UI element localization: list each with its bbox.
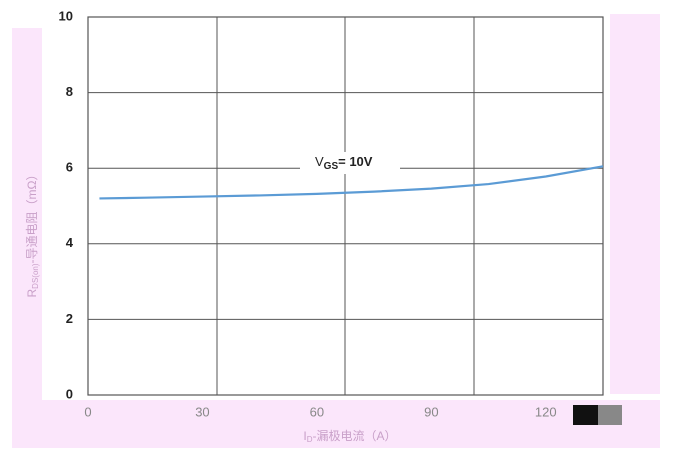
y-tick-label: 6 [66, 160, 73, 175]
x-label-band [12, 400, 660, 448]
y-label-rest: -导通电阻（mΩ） [25, 169, 39, 264]
x-label-rest: -漏极电流（A） [313, 429, 397, 443]
y-tick-label: 10 [59, 8, 73, 23]
annotation-rest: = 10V [338, 154, 373, 169]
annotation-main: V [315, 154, 324, 169]
annotation-bg [300, 152, 400, 174]
vertical-grid [216, 17, 475, 395]
block [598, 405, 622, 425]
x-tick-label: 120 [535, 404, 557, 419]
right-band [610, 14, 660, 394]
y-tick-label: 0 [66, 386, 73, 401]
x-label-sub: D [307, 435, 313, 444]
y-tick-label: 4 [66, 235, 74, 250]
y-label-main: R [25, 288, 39, 297]
line-series [99, 165, 604, 200]
x-tick-label: 30 [195, 404, 209, 419]
annotation: VGS= 10V [315, 154, 373, 171]
y-axis-label: RDS(on)-导通电阻（mΩ） [25, 169, 40, 298]
y-tick-label: 8 [66, 84, 73, 99]
x-tick-label: 90 [424, 404, 438, 419]
y-tick-label: 2 [66, 311, 73, 326]
annotation-sub: GS [324, 161, 339, 172]
y-label-band [12, 28, 42, 400]
y-label-sub: DS(on) [31, 263, 40, 289]
x-label-main: I [303, 429, 306, 443]
x-axis-label: ID-漏极电流（A） [303, 429, 396, 444]
x-tick-label: 60 [310, 404, 324, 419]
x-tick-label: 0 [84, 404, 91, 419]
block [573, 405, 598, 425]
